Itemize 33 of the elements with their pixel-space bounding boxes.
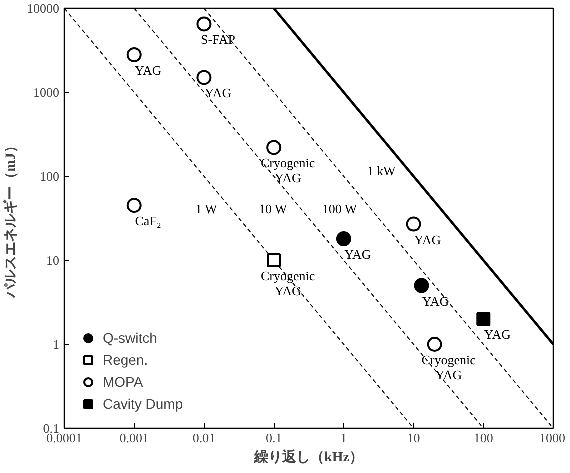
x-tick-label: 100: [474, 430, 494, 446]
annotation: Cryogenic YAG: [260, 156, 316, 186]
series-label: 1 W: [196, 202, 218, 216]
x-tick-label: 10: [407, 430, 420, 446]
annotation: YAG: [422, 294, 450, 309]
y-tick-label: 1000: [34, 85, 60, 100]
annotation: CaF₂: [135, 214, 162, 229]
annotation: YAG: [344, 247, 372, 262]
y-tick-label: 10000: [27, 1, 60, 16]
x-axis-title: 繰り返し（kHz）: [254, 448, 364, 466]
series-label: 100 W: [322, 202, 358, 216]
x-tick-label: 0.01: [192, 430, 216, 446]
x-tick-label: 1000: [540, 430, 566, 446]
annotation: Cryogenic YAG: [422, 352, 476, 382]
annotation: S-FAP: [200, 32, 236, 48]
series-label: 1 kW: [367, 164, 397, 179]
x-tick-label: 1: [340, 430, 348, 446]
legend-label: Regen.: [103, 352, 148, 368]
x-tick-label: 0.001: [120, 430, 149, 446]
legend-label: Cavity Dump: [103, 396, 184, 412]
y-tick-label: 100: [40, 169, 60, 184]
y-tick-label: 1: [53, 337, 60, 352]
x-tick-label: 0.1: [266, 430, 282, 446]
y-axis-title: パルスエネルギー（mJ）: [3, 139, 19, 299]
legend-label: Q-switch: [103, 330, 158, 346]
annotation: YAG: [484, 327, 512, 342]
y-tick-label: 10: [46, 253, 60, 268]
series-label: 10 W: [259, 202, 288, 216]
annotation: Cryogenic YAG: [260, 268, 316, 298]
annotation: YAG: [204, 86, 232, 101]
annotation: YAG: [414, 232, 442, 248]
legend-label: MOPA: [103, 374, 144, 390]
annotation: YAG: [134, 62, 162, 78]
